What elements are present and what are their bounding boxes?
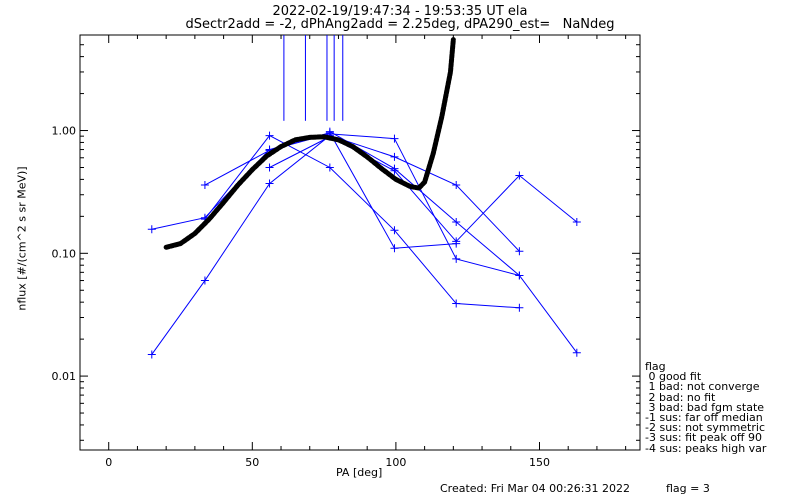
y-tick-label: 0.10 <box>52 247 77 260</box>
data-point <box>515 171 524 180</box>
x-axis-label: PA [deg] <box>336 466 383 479</box>
legend-title: flag <box>645 360 666 373</box>
data-point <box>147 225 156 234</box>
data-point <box>390 244 399 253</box>
data-point <box>452 299 461 308</box>
data-point <box>452 237 461 246</box>
data-point <box>452 217 461 226</box>
series-line <box>204 134 520 309</box>
footer-created: Created: Fri Mar 04 00:26:31 2022 <box>440 482 630 495</box>
x-tick-label: 150 <box>529 456 550 469</box>
data-point <box>147 350 156 359</box>
x-tick-label: 0 <box>105 456 112 469</box>
y-tick-label: 1.00 <box>52 125 77 138</box>
x-tick-label: 100 <box>385 456 406 469</box>
y-axis-label: nflux [#/(cm^2 s sr MeV)] <box>15 166 29 311</box>
data-point <box>325 163 334 172</box>
legend-item: -3 sus: fit peak off 90 <box>645 431 762 445</box>
data-point <box>572 217 581 226</box>
legend-item: -1 sus: far off median <box>645 411 763 425</box>
chart-title-line1: 2022-02-19/19:47:34 - 19:53:35 UT ela <box>272 4 528 19</box>
data-point <box>572 348 581 357</box>
data-point <box>390 164 399 173</box>
legend-item: 1 bad: not converge <box>645 380 760 394</box>
legend-item: 0 good fit <box>645 370 702 384</box>
data-point <box>452 254 461 263</box>
series-line <box>151 135 520 355</box>
legend-item: 2 bad: no fit <box>645 390 716 404</box>
data-point <box>325 127 334 136</box>
legend-item: -2 sus: not symmetric <box>645 421 765 435</box>
data-point <box>515 271 524 280</box>
data-point <box>515 303 524 312</box>
series-line <box>329 131 578 354</box>
legend-item: 3 bad: bad fgm state <box>645 400 765 414</box>
chart-title-line2: dSectr2add = -2, dPhAng2add = 2.25deg, d… <box>185 17 615 32</box>
series-line <box>269 136 578 243</box>
y-tick-label: 0.01 <box>52 370 77 383</box>
data-point <box>452 181 461 190</box>
data-point <box>200 276 209 285</box>
data-point <box>515 247 524 256</box>
x-tick-label: 50 <box>245 456 259 469</box>
data-point <box>265 179 274 188</box>
plot-frame <box>79 34 641 451</box>
data-point <box>265 131 274 140</box>
data-point <box>200 181 209 190</box>
data-point <box>265 163 274 172</box>
data-point <box>390 226 399 235</box>
data-point <box>390 134 399 143</box>
fit-curve <box>163 37 456 250</box>
legend-item: -4 sus: peaks high var <box>645 441 767 455</box>
footer-flag: flag = 3 <box>666 482 710 495</box>
legend: flag 0 good fit 1 bad: not converge 2 ba… <box>645 360 767 455</box>
data-point <box>390 152 399 161</box>
series-line <box>204 133 520 276</box>
